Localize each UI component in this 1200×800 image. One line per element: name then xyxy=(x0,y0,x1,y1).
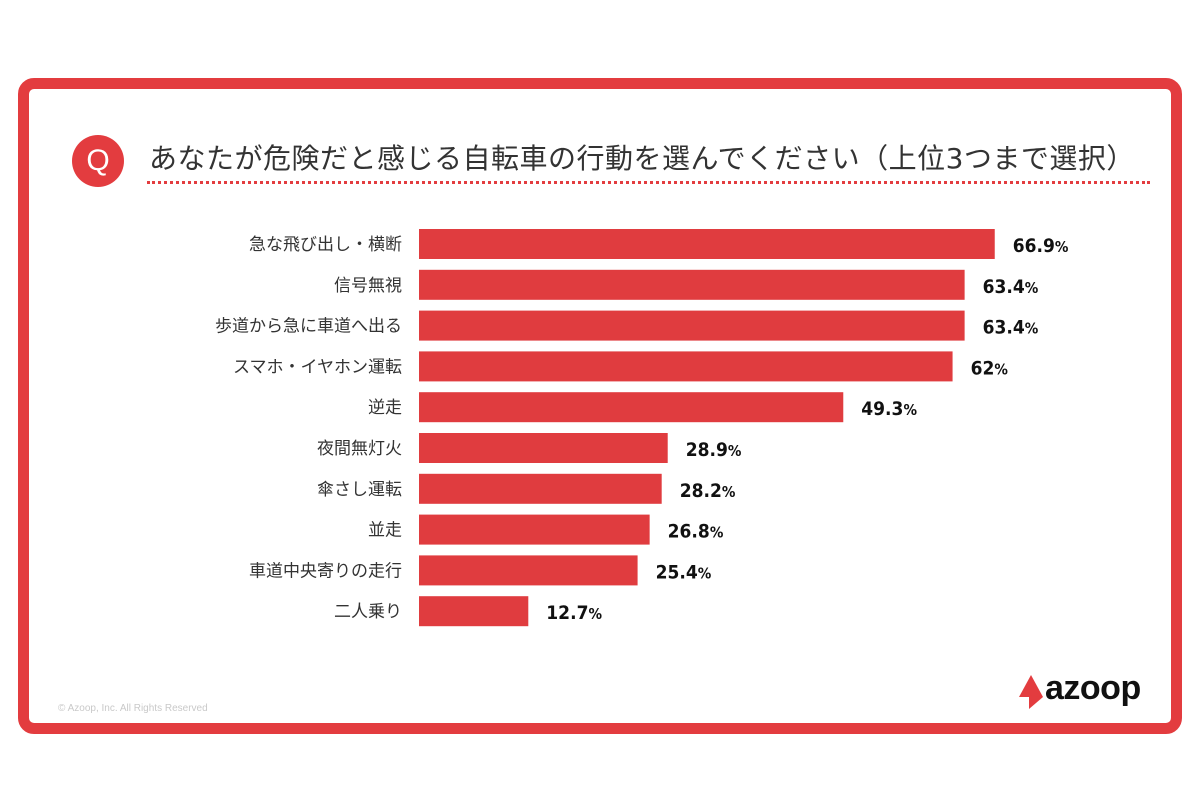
category-label: 信号無視 xyxy=(334,276,402,296)
value-label: 26.8% xyxy=(668,521,724,543)
bar xyxy=(419,392,844,423)
bar xyxy=(419,310,965,341)
value-label: 63.4% xyxy=(983,276,1039,298)
category-label: スマホ・イヤホン運転 xyxy=(233,357,402,377)
value-label: 62% xyxy=(971,357,1009,379)
category-label: 傘さし運転 xyxy=(317,480,402,500)
bar-chart: 急な飛び出し・横断 66.9% 信号無視 63.4% 歩道から急に車道へ出る 63.4% ス… xyxy=(215,229,1069,627)
logo-wordmark: azoop xyxy=(1045,669,1141,707)
chart-card: Q あなたが危険だと感じる自転車の行動を選んでください（上位3つまで選択） 急な… xyxy=(18,78,1182,734)
bar xyxy=(419,596,529,627)
value-label: 28.2% xyxy=(680,480,736,502)
value-label: 66.9% xyxy=(1013,235,1069,257)
category-label: 車道中央寄りの走行 xyxy=(249,561,402,581)
category-label: 並走 xyxy=(368,521,402,541)
category-label: 逆走 xyxy=(368,398,402,418)
bar xyxy=(419,269,965,300)
title-divider xyxy=(147,181,1150,184)
category-label: 夜間無灯火 xyxy=(317,439,402,459)
question-marker: Q xyxy=(86,144,110,177)
logo-mark-icon xyxy=(1019,675,1043,709)
chart-title: あなたが危険だと感じる自転車の行動を選んでください（上位3つまで選択） xyxy=(149,142,1135,175)
category-label: 歩道から急に車道へ出る xyxy=(215,317,402,337)
value-label: 28.9% xyxy=(686,439,742,461)
bar xyxy=(419,555,638,586)
value-label: 12.7% xyxy=(546,602,602,624)
copyright-notice: © Azoop, Inc. All Rights Reserved xyxy=(58,703,208,714)
category-label: 急な飛び出し・横断 xyxy=(249,235,402,255)
value-label: 25.4% xyxy=(656,561,712,583)
azoop-logo: azoop xyxy=(1017,669,1157,711)
value-label: 63.4% xyxy=(983,317,1039,339)
bar xyxy=(419,351,953,382)
value-label: 49.3% xyxy=(861,398,917,420)
bar xyxy=(419,473,662,504)
bar xyxy=(419,229,995,259)
category-label: 二人乗り xyxy=(334,602,402,622)
bar xyxy=(419,433,668,463)
bar xyxy=(419,514,650,545)
question-badge: Q xyxy=(72,135,124,187)
